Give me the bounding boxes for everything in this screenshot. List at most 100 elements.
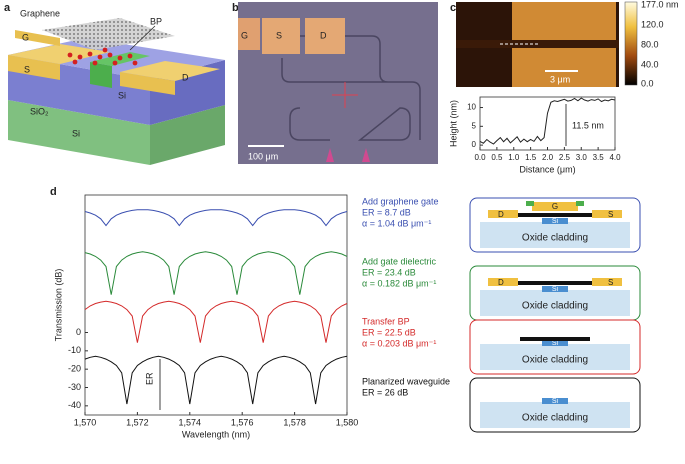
schematic-label: SiO₂ — [30, 106, 49, 116]
x-tick-label: 3.0 — [576, 153, 588, 162]
cladding-label: Oxide cladding — [522, 301, 588, 312]
y-tick-label: 0 — [76, 327, 81, 337]
scale-bar-label: 3 μm — [550, 74, 570, 84]
legend-detail: α = 0.203 dB μm⁻¹ — [362, 338, 436, 348]
gate-dielectric — [488, 213, 622, 217]
electrode — [592, 278, 622, 286]
data-line — [84, 209, 348, 227]
electrode-label: D — [498, 278, 504, 287]
si-core — [542, 340, 568, 346]
schematic-label: BP — [150, 16, 162, 26]
legend-detail: α = 1.04 dB μm⁻¹ — [362, 218, 431, 228]
legend-detail: ER = 22.5 dB — [362, 327, 416, 337]
cladding-label: Oxide cladding — [522, 233, 588, 244]
x-tick-label: 1.0 — [508, 153, 520, 162]
colorbar-label: 177.0 nm — [641, 0, 679, 9]
electrode-label: S — [608, 278, 613, 287]
device-schematic — [8, 18, 225, 165]
oxide-cladding — [480, 290, 630, 316]
schematic-label: Graphene — [20, 8, 60, 18]
x-tick-label: 1,578 — [283, 417, 306, 427]
x-axis-label: Wavelength (nm) — [182, 429, 250, 439]
y-tick-label: 5 — [472, 121, 477, 130]
legend-detail: ER = 8.7 dB — [362, 207, 411, 217]
si-core — [542, 286, 568, 292]
y-axis-label: Height (nm) — [448, 100, 458, 147]
schematic-label: D — [182, 72, 189, 82]
colorbar-label: 80.0 — [641, 39, 659, 49]
x-tick-label: 1.5 — [525, 153, 537, 162]
oxide-cladding — [480, 222, 630, 248]
panel-label: c — [450, 2, 456, 14]
x-tick-label: 1,576 — [231, 417, 254, 427]
x-tick-label: 3.5 — [593, 153, 605, 162]
graphene — [576, 201, 584, 206]
data-line — [479, 97, 616, 145]
y-tick-label: -30 — [68, 382, 81, 392]
electrode-label: D — [498, 210, 504, 219]
afm-image — [456, 1, 638, 87]
gate-dielectric — [488, 281, 622, 285]
core-label: Si — [552, 218, 559, 225]
data-line — [84, 251, 348, 295]
electrode — [488, 278, 518, 286]
schematic-label: S — [24, 64, 30, 74]
cladding-label: Oxide cladding — [522, 413, 588, 424]
annotation: 11.5 nm — [572, 120, 604, 130]
scale-bar-label: 100 μm — [248, 151, 278, 161]
micrograph — [238, 2, 438, 164]
x-tick-label: 0.5 — [491, 153, 503, 162]
gate — [532, 202, 578, 211]
legend-detail: α = 0.182 dB μm⁻¹ — [362, 278, 436, 288]
oxide-cladding — [480, 402, 630, 428]
x-axis-label: Distance (μm) — [519, 164, 575, 174]
pad-label: S — [276, 30, 282, 40]
y-axis-label: Transmission (dB) — [53, 269, 63, 342]
data-line — [84, 355, 348, 405]
gate-label: G — [552, 202, 558, 211]
x-tick-label: 1,570 — [74, 417, 97, 427]
legend-detail: ER = 23.4 dB — [362, 267, 416, 277]
x-tick-label: 1,572 — [126, 417, 149, 427]
core-label: Si — [552, 398, 559, 405]
schematic-label: Si — [72, 128, 80, 138]
colorbar-label: 40.0 — [641, 59, 659, 69]
core-label: Si — [552, 286, 559, 293]
oxide-cladding — [480, 344, 630, 370]
legend-entry: Transfer BP — [362, 316, 410, 326]
x-tick-label: 4.0 — [609, 153, 621, 162]
legend-entry: Planarized waveguide — [362, 376, 450, 386]
colorbar-label: 120.0 — [641, 19, 664, 29]
schematic-label: G — [22, 32, 29, 42]
si-core — [542, 398, 568, 404]
legend-entry: Add graphene gate — [362, 196, 439, 206]
schematic-label: Si — [118, 90, 126, 100]
y-tick-label: -20 — [68, 364, 81, 374]
x-tick-label: 2.5 — [559, 153, 571, 162]
legend-entry: Add gate dielectric — [362, 256, 437, 266]
graphene — [526, 201, 534, 206]
cladding-label: Oxide cladding — [522, 355, 588, 366]
x-tick-label: 0.0 — [474, 153, 486, 162]
si-core — [542, 218, 568, 224]
panel-label: d — [50, 186, 57, 198]
pad-label: G — [241, 30, 248, 40]
colorbar-label: 0.0 — [641, 78, 654, 88]
plot-frame — [84, 194, 348, 416]
bp-layer — [520, 337, 590, 341]
electrode — [592, 210, 622, 218]
y-tick-label: -10 — [68, 345, 81, 355]
y-tick-label: 0 — [472, 140, 477, 149]
data-line — [84, 300, 348, 343]
pad-label: D — [320, 30, 327, 40]
annotation-arrow — [159, 104, 567, 410]
y-tick-label: 10 — [467, 103, 476, 112]
y-tick-label: -40 — [68, 400, 81, 410]
panel-label: a — [4, 2, 11, 14]
x-tick-label: 1,580 — [336, 417, 359, 427]
x-tick-label: 1,574 — [179, 417, 202, 427]
core-label: Si — [552, 340, 559, 347]
panel-label: b — [232, 2, 239, 14]
